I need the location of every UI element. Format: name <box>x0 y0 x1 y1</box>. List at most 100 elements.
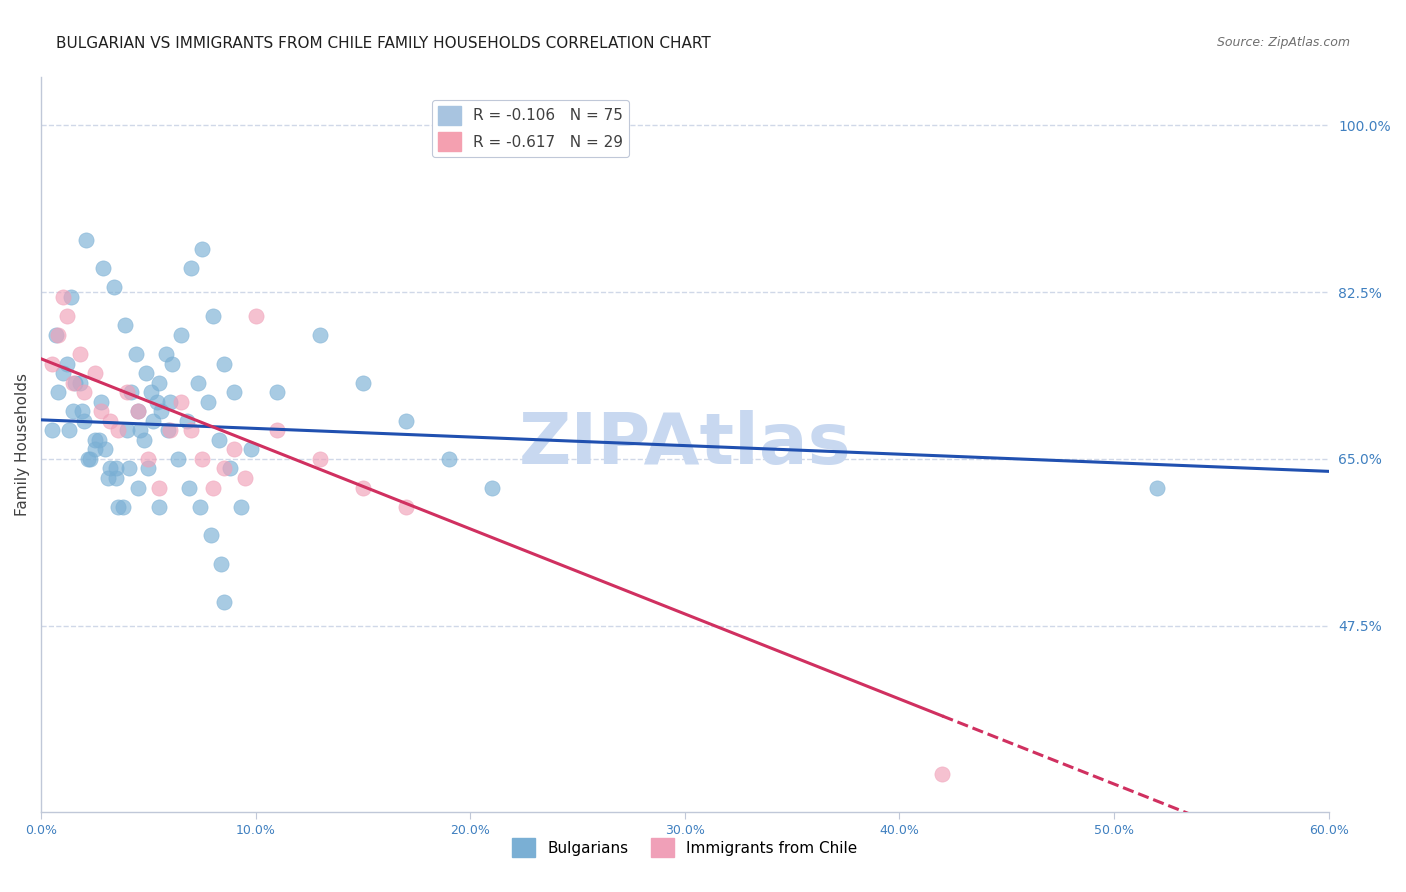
Point <box>142 414 165 428</box>
Point <box>169 328 191 343</box>
Point <box>146 394 169 409</box>
Point <box>105 461 128 475</box>
Point <box>73 414 96 428</box>
Point <box>105 471 128 485</box>
Point <box>138 452 160 467</box>
Point <box>212 461 235 475</box>
Point <box>148 500 170 514</box>
Point <box>229 500 252 514</box>
Point <box>148 481 170 495</box>
Point <box>103 280 125 294</box>
Point <box>98 414 121 428</box>
Point <box>118 461 141 475</box>
Point <box>124 347 146 361</box>
Point <box>191 452 214 467</box>
Point <box>127 404 149 418</box>
Point <box>179 481 201 495</box>
Point <box>135 366 157 380</box>
Point <box>56 357 79 371</box>
Point <box>46 328 69 343</box>
Point <box>138 461 160 475</box>
Point <box>188 500 211 514</box>
Point <box>1146 481 1168 495</box>
Point <box>69 376 91 390</box>
Point <box>115 385 138 400</box>
Point <box>75 233 97 247</box>
Point <box>266 423 288 437</box>
Point <box>90 394 112 409</box>
Point <box>94 442 117 457</box>
Point <box>481 481 503 495</box>
Point <box>77 452 100 467</box>
Point <box>120 385 142 400</box>
Point <box>309 452 332 467</box>
Point <box>127 404 149 418</box>
Point <box>69 347 91 361</box>
Point <box>70 404 93 418</box>
Point <box>62 376 84 390</box>
Point <box>93 261 115 276</box>
Point <box>167 452 190 467</box>
Point <box>98 461 121 475</box>
Legend: Bulgarians, Immigrants from Chile: Bulgarians, Immigrants from Chile <box>506 832 863 863</box>
Point <box>90 404 112 418</box>
Point <box>107 500 129 514</box>
Point <box>150 404 173 418</box>
Point <box>266 385 288 400</box>
Point <box>45 328 67 343</box>
Point <box>208 433 231 447</box>
Point <box>201 309 224 323</box>
Point <box>79 452 101 467</box>
Point <box>115 423 138 437</box>
Point <box>224 442 246 457</box>
Point <box>114 318 136 333</box>
Point <box>197 394 219 409</box>
Point <box>107 423 129 437</box>
Point <box>159 394 181 409</box>
Point <box>132 433 155 447</box>
Point <box>83 366 105 380</box>
Point <box>395 500 418 514</box>
Text: BULGARIAN VS IMMIGRANTS FROM CHILE FAMILY HOUSEHOLDS CORRELATION CHART: BULGARIAN VS IMMIGRANTS FROM CHILE FAMIL… <box>56 36 711 51</box>
Point <box>224 385 246 400</box>
Point <box>97 471 120 485</box>
Point <box>155 347 177 361</box>
Point <box>83 442 105 457</box>
Point <box>41 357 63 371</box>
Point <box>52 290 75 304</box>
Point <box>395 414 418 428</box>
Point <box>46 385 69 400</box>
Point <box>176 414 198 428</box>
Point <box>58 423 80 437</box>
Point <box>159 423 181 437</box>
Text: ZIPAtlas: ZIPAtlas <box>519 410 851 479</box>
Point <box>160 357 183 371</box>
Point <box>200 528 222 542</box>
Point <box>127 481 149 495</box>
Point <box>233 471 256 485</box>
Y-axis label: Family Households: Family Households <box>15 373 30 516</box>
Point <box>245 309 267 323</box>
Point <box>56 309 79 323</box>
Point <box>212 595 235 609</box>
Point <box>169 394 191 409</box>
Point <box>212 357 235 371</box>
Point <box>201 481 224 495</box>
Point <box>180 423 202 437</box>
Point <box>52 366 75 380</box>
Point <box>83 433 105 447</box>
Text: Source: ZipAtlas.com: Source: ZipAtlas.com <box>1216 36 1350 49</box>
Point <box>156 423 179 437</box>
Point <box>128 423 150 437</box>
Point <box>209 557 232 571</box>
Point <box>180 261 202 276</box>
Point <box>187 376 209 390</box>
Point <box>60 290 83 304</box>
Point <box>191 242 214 256</box>
Point <box>219 461 242 475</box>
Point <box>62 404 84 418</box>
Point <box>139 385 162 400</box>
Point <box>87 433 110 447</box>
Point <box>437 452 460 467</box>
Point <box>240 442 263 457</box>
